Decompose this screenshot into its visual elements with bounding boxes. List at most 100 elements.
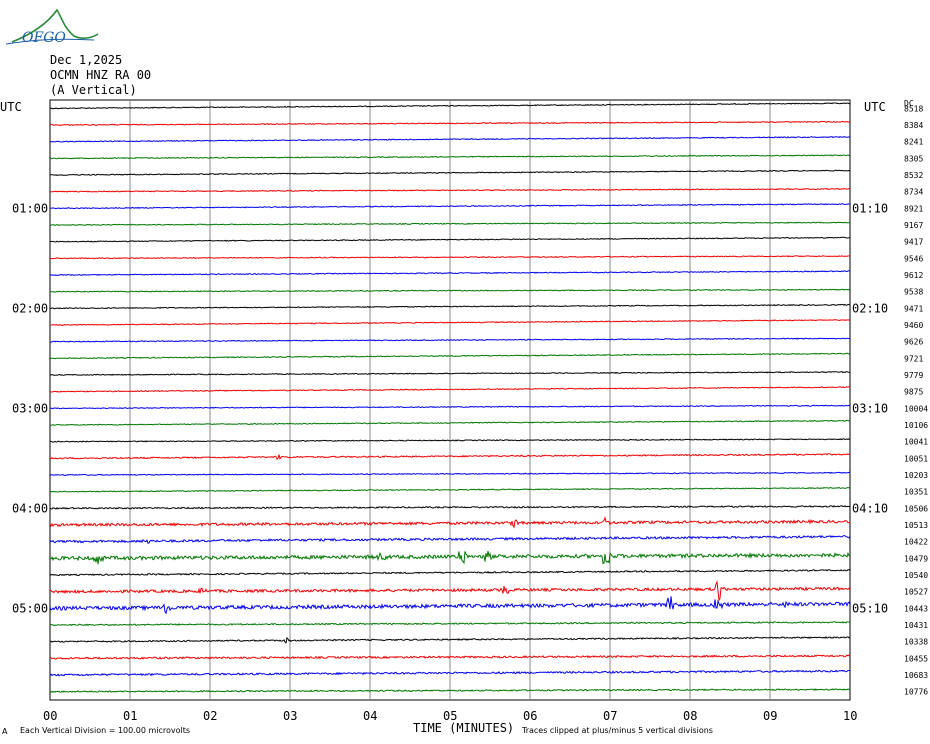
dc-offset-label: 9167 <box>904 221 923 230</box>
trace-line <box>49 654 851 660</box>
trace-line <box>49 636 851 644</box>
trace-line <box>49 669 850 677</box>
dc-offset-label: 8532 <box>904 171 923 180</box>
dc-offset-label: 10431 <box>904 621 928 630</box>
right-time-label: 03:10 <box>852 401 888 415</box>
right-time-label: 01:10 <box>852 201 888 215</box>
trace-line <box>49 169 851 176</box>
trace-line <box>49 371 851 376</box>
trace-line <box>49 337 851 343</box>
trace-line <box>49 486 851 493</box>
x-axis-title: TIME (MINUTES) <box>413 721 514 735</box>
right-utc-label: UTC <box>864 100 886 114</box>
dc-offset-label: 10527 <box>904 588 928 597</box>
dc-offset-label: 10479 <box>904 554 928 563</box>
dc-offset-label: 8241 <box>904 138 923 147</box>
right-time-label: 04:10 <box>852 501 888 515</box>
dc-offset-label: 9721 <box>904 354 923 363</box>
right-time-label: 02:10 <box>852 301 888 315</box>
trace-line <box>49 255 851 260</box>
dc-offset-label: 10540 <box>904 571 928 580</box>
x-tick-label: 10 <box>843 709 857 723</box>
trace-line <box>49 303 851 310</box>
trace-line <box>49 471 850 476</box>
trace-line <box>49 386 851 393</box>
footer-right: Traces clipped at plus/minus 5 vertical … <box>521 726 713 735</box>
x-tick-label: 08 <box>683 709 697 723</box>
dc-offset-label: 9538 <box>904 288 923 297</box>
x-tick-label: 07 <box>603 709 617 723</box>
dc-offset-label: 10004 <box>904 404 928 413</box>
dc-label: DC <box>904 99 914 108</box>
header-date: Dec 1,2025 <box>50 53 123 67</box>
dc-offset-label: 9779 <box>904 371 923 380</box>
trace-line <box>49 120 851 126</box>
trace-line <box>49 236 851 243</box>
dc-offset-label: 9875 <box>904 388 923 397</box>
x-tick-label: 04 <box>363 709 377 723</box>
dc-offset-label: 10106 <box>904 421 928 430</box>
dc-offset-label: 8518 <box>904 104 923 113</box>
dc-offset-label: 9460 <box>904 321 923 330</box>
trace-line <box>49 270 851 276</box>
dc-offset-label: 10338 <box>904 638 928 647</box>
left-time-label: 03:00 <box>12 401 48 415</box>
trace-line <box>49 438 851 443</box>
dc-offset-label: 9626 <box>904 338 923 347</box>
trace-line <box>49 535 851 544</box>
trace-line <box>49 352 851 360</box>
left-utc-label: UTC <box>0 100 22 114</box>
x-tick-label: 03 <box>283 709 297 723</box>
dc-offset-label: 10422 <box>904 538 928 547</box>
trace-line <box>49 596 851 615</box>
x-tick-label: 06 <box>523 709 537 723</box>
left-time-label: 04:00 <box>12 501 48 515</box>
header-station: OCMN HNZ RA 00 <box>50 68 152 82</box>
trace-line <box>49 580 851 602</box>
left-time-label: 05:00 <box>12 601 48 615</box>
dc-offset-label: 10041 <box>904 438 928 447</box>
footer-mark: A <box>2 727 8 736</box>
grid <box>49 99 851 701</box>
dc-offset-label: 9546 <box>904 254 923 263</box>
dc-offset-label: 8921 <box>904 204 923 213</box>
x-tick-label: 01 <box>123 709 137 723</box>
trace-line <box>49 221 851 226</box>
dc-offset-label: 10203 <box>904 471 928 480</box>
left-time-label: 02:00 <box>12 301 48 315</box>
trace-line <box>49 569 851 577</box>
dc-offset-label: 8305 <box>904 154 923 163</box>
trace-line <box>49 102 851 110</box>
trace-line <box>49 453 851 461</box>
x-tick-label: 00 <box>43 709 57 723</box>
trace-line <box>49 504 851 510</box>
dc-offset-label: 10513 <box>904 521 928 530</box>
right-time-label: 05:10 <box>852 601 888 615</box>
dc-offset-label: 10443 <box>904 604 928 613</box>
left-time-label: 01:00 <box>12 201 48 215</box>
traces <box>49 102 851 693</box>
trace-line <box>50 419 851 426</box>
dc-offset-label: 9612 <box>904 271 923 280</box>
trace-line <box>50 203 851 210</box>
trace-line <box>49 550 851 565</box>
dc-offset-label: 10506 <box>904 504 928 513</box>
footer-left: Each Vertical Division = 100.00 microvol… <box>20 726 190 735</box>
ofgo-logo: OFGO <box>5 8 99 46</box>
dc-offset-label: 10776 <box>904 688 928 697</box>
dc-offset-label: 8734 <box>904 188 923 197</box>
dc-offset-label: 10455 <box>904 654 928 663</box>
trace-line <box>50 404 851 410</box>
x-tick-label: 05 <box>443 709 457 723</box>
trace-line <box>49 319 851 326</box>
trace-line <box>50 154 851 160</box>
dc-offset-label: 9417 <box>904 238 923 247</box>
dc-offset-label: 10351 <box>904 488 928 497</box>
x-tick-label: 02 <box>203 709 217 723</box>
x-tick-label: 09 <box>763 709 777 723</box>
trace-line <box>49 136 850 143</box>
trace-line <box>49 288 851 293</box>
dc-offset-label: 8384 <box>904 121 923 130</box>
dc-offset-label: 9471 <box>904 304 923 313</box>
